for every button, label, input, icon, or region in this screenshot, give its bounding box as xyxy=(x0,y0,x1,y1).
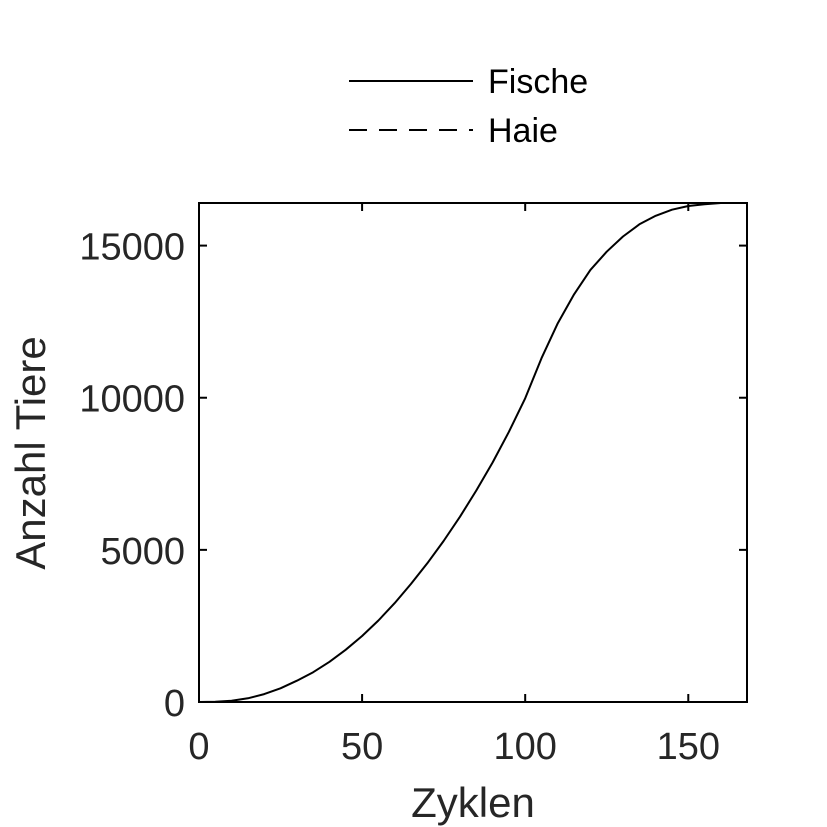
y-tick-label: 5000 xyxy=(100,531,185,573)
x-tick-label: 0 xyxy=(188,726,209,768)
x-axis-title: Zyklen xyxy=(411,779,535,826)
y-tick-label: 0 xyxy=(164,683,185,725)
plot-area: 0 50 100 150 0 5000 10000 15000 xyxy=(79,202,748,768)
legend-label-haie: Haie xyxy=(488,112,558,150)
axes-box xyxy=(198,202,748,703)
legend-label-fische: Fische xyxy=(488,63,588,101)
x-tick-label: 100 xyxy=(493,726,556,768)
y-tick-label: 10000 xyxy=(79,379,185,421)
series-line-fische xyxy=(198,202,747,703)
y-tick-label: 15000 xyxy=(79,227,185,269)
y-axis-title: Anzahl Tiere xyxy=(7,336,54,569)
legend: Fische Haie xyxy=(349,63,588,150)
x-tick-label: 150 xyxy=(657,726,720,768)
x-tick-label: 50 xyxy=(341,726,383,768)
